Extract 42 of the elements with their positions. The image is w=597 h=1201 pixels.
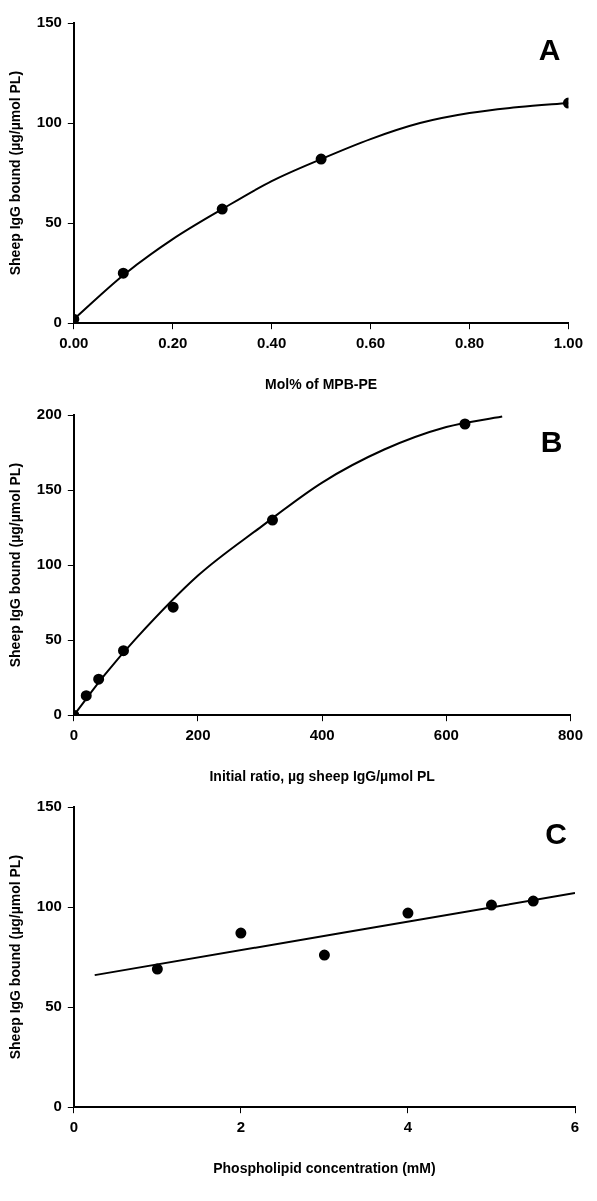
x-tick-label: 2 bbox=[236, 1118, 246, 1136]
x-tick-label: 4 bbox=[403, 1118, 413, 1136]
annotation: A bbox=[538, 33, 561, 67]
y-axis-title: Sheep IgG bound (µg/µmol PL) bbox=[7, 854, 24, 1060]
x-tick-label: 6 bbox=[570, 1118, 580, 1136]
x-axis-title: Phospholipid concentration (mM) bbox=[213, 1160, 436, 1177]
x-tick-label: 0.20 bbox=[158, 334, 188, 352]
point bbox=[318, 949, 330, 961]
x-tick-label: 400 bbox=[309, 726, 335, 744]
y-tick-label: 0 bbox=[53, 1097, 62, 1115]
y-tick-label: 50 bbox=[45, 213, 62, 231]
y-tick-label: 100 bbox=[36, 555, 62, 573]
y-tick-label: 100 bbox=[36, 897, 62, 915]
y-tick-label: 150 bbox=[36, 797, 62, 815]
y-tick-label: 150 bbox=[36, 13, 62, 31]
y-axis-title: Sheep IgG bound (µg/µmol PL) bbox=[7, 462, 24, 668]
point bbox=[402, 907, 414, 919]
y-tick-label: 100 bbox=[36, 113, 62, 131]
x-tick-label: 200 bbox=[185, 726, 211, 744]
x-tick-label: 0 bbox=[69, 1118, 78, 1136]
y-axis-title: Sheep IgG bound (µg/µmol PL) bbox=[7, 70, 24, 276]
x-tick-label: 0 bbox=[69, 726, 78, 744]
x-tick-label: 0.00 bbox=[59, 334, 89, 352]
x-tick-label: 1.00 bbox=[553, 334, 583, 352]
y-tick-label: 0 bbox=[53, 313, 62, 331]
point bbox=[151, 963, 163, 975]
x-tick-label: 0.80 bbox=[454, 334, 485, 352]
y-tick-label: 50 bbox=[45, 997, 62, 1015]
y-tick-label: 0 bbox=[53, 705, 62, 723]
annotation: B bbox=[540, 425, 563, 459]
x-axis-title: Initial ratio, µg sheep IgG/µmol PL bbox=[209, 768, 436, 785]
y-tick-label: 200 bbox=[36, 405, 62, 423]
point bbox=[235, 927, 247, 939]
x-tick-label: 800 bbox=[557, 726, 583, 744]
point bbox=[167, 601, 179, 613]
y-tick-label: 150 bbox=[36, 480, 62, 498]
x-tick-label: 0.40 bbox=[257, 334, 287, 352]
y-tick-label: 50 bbox=[45, 630, 62, 648]
x-tick-label: 0.60 bbox=[355, 334, 386, 352]
annotation: C bbox=[545, 817, 567, 851]
x-tick-label: 600 bbox=[433, 726, 459, 744]
x-axis-title: Mol% of MPB-PE bbox=[265, 376, 378, 393]
